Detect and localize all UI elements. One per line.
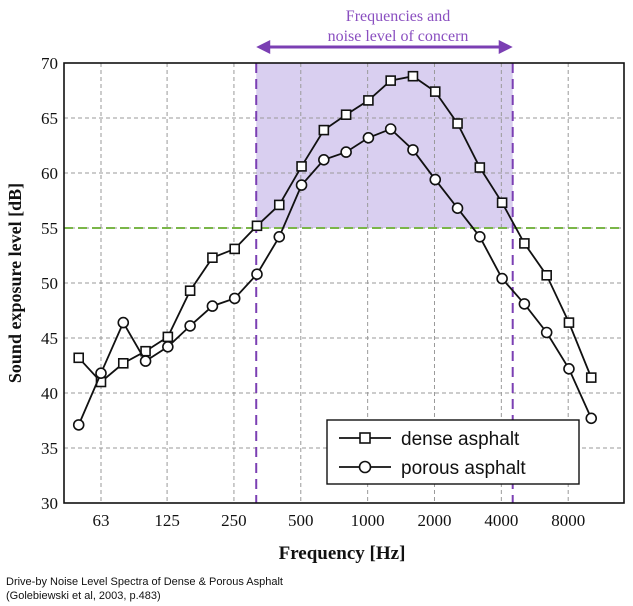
dense-asphalt-point [585,372,597,383]
porous-asphalt-point [496,272,508,285]
dense-asphalt-point [385,75,396,86]
porous-asphalt-point [318,154,330,166]
annotation-line-1: Frequencies and [346,8,450,25]
x-tick-label: 63 [92,511,109,530]
y-tick-label: 70 [41,54,58,73]
dense-asphalt-point [73,352,85,364]
legend-label: porous asphalt [401,458,526,479]
y-axis-label: Sound exposure level [dB] [5,183,25,383]
y-tick-label: 40 [41,384,58,403]
annotation-arrow-right-head [498,40,513,54]
dense-asphalt-point [229,243,240,255]
annotation-line-2: noise level of concern [328,28,469,45]
porous-asphalt-point [139,355,152,367]
porous-asphalt-point [251,268,263,281]
x-tick-label: 4000 [484,511,518,530]
x-tick-label: 1000 [351,511,385,530]
porous-asphalt-point [429,173,442,186]
porous-asphalt-point [518,298,531,310]
porous-asphalt-point [563,362,575,375]
legend: dense asphalt porous asphalt [326,419,580,485]
series-layer [72,70,598,431]
tick-labels-layer: 30 35 40 45 50 55 60 65 70 63 125 250 500 1000 2000 400… [41,54,585,530]
concern-region [256,63,513,228]
porous-asphalt-point [407,144,419,156]
x-tick-label: 250 [221,511,247,530]
dense-asphalt-point [541,269,552,281]
y-tick-label: 55 [41,219,58,238]
dense-asphalt-point [519,238,530,249]
dense-asphalt-point [496,197,508,208]
dense-asphalt-point [184,285,196,297]
dense-asphalt-point [207,252,218,263]
x-tick-label: 500 [288,511,314,530]
legend-label: dense asphalt [401,429,520,450]
porous-asphalt-point [340,146,352,158]
porous-asphalt-point [184,320,196,332]
caption-line-1: Drive-by Noise Level Spectra of Dense & … [6,576,283,588]
porous-asphalt-point [95,367,107,380]
dense-asphalt-point [340,109,352,120]
porous-asphalt-point [474,231,486,243]
caption-line-2: (Golebiewski et al, 2003, p.483) [6,590,161,602]
x-tick-label: 125 [154,511,180,530]
porous-asphalt-point [384,123,397,135]
threshold-layer [64,63,624,503]
x-tick-label: 2000 [417,511,451,530]
dense-asphalt-point [273,199,285,211]
dense-asphalt-point [474,162,486,173]
porous-asphalt-point [273,231,286,243]
dense-asphalt-point [452,118,463,129]
dense-asphalt-point [162,331,174,343]
annotation-arrow-left-head [256,40,271,54]
x-tick-label: 8000 [551,511,585,530]
dense-asphalt-point [429,86,441,97]
porous-asphalt-point [585,412,598,425]
dense-asphalt-point [318,124,330,136]
porous-asphalt-point [117,316,130,329]
y-tick-label: 60 [41,164,58,183]
porous-asphalt-point [162,340,174,353]
dense-asphalt-point [117,357,129,369]
y-tick-label: 30 [41,494,58,513]
legend-square-marker [359,432,371,444]
y-tick-label: 50 [41,274,58,293]
porous-asphalt-point [451,202,464,214]
series-line-1 [78,75,593,384]
y-tick-label: 45 [41,329,58,348]
legend-circle-marker [358,460,372,474]
plot-frame [63,62,625,504]
porous-asphalt-point [72,419,85,431]
porous-asphalt-point [362,132,375,144]
dense-asphalt-point [296,161,307,172]
y-tick-label: 65 [41,109,58,128]
porous-asphalt-point [295,179,308,191]
dense-asphalt-point [407,70,419,82]
x-axis-label: Frequency [Hz] [279,543,406,564]
porous-asphalt-point [228,292,241,305]
porous-asphalt-point [540,326,553,339]
concern-region-layer [256,63,513,228]
noise-spectrum-chart: 30 35 40 45 50 55 60 65 70 63 125 250 500 1000 2000 400… [5,8,625,564]
dense-asphalt-point [251,220,263,232]
annotation-layer: Frequencies and noise level of concern [256,8,513,54]
y-tick-label: 35 [41,439,58,458]
dense-asphalt-point [563,317,575,328]
dense-asphalt-point [363,95,374,106]
porous-asphalt-point [206,300,219,312]
legend-box [326,419,580,485]
